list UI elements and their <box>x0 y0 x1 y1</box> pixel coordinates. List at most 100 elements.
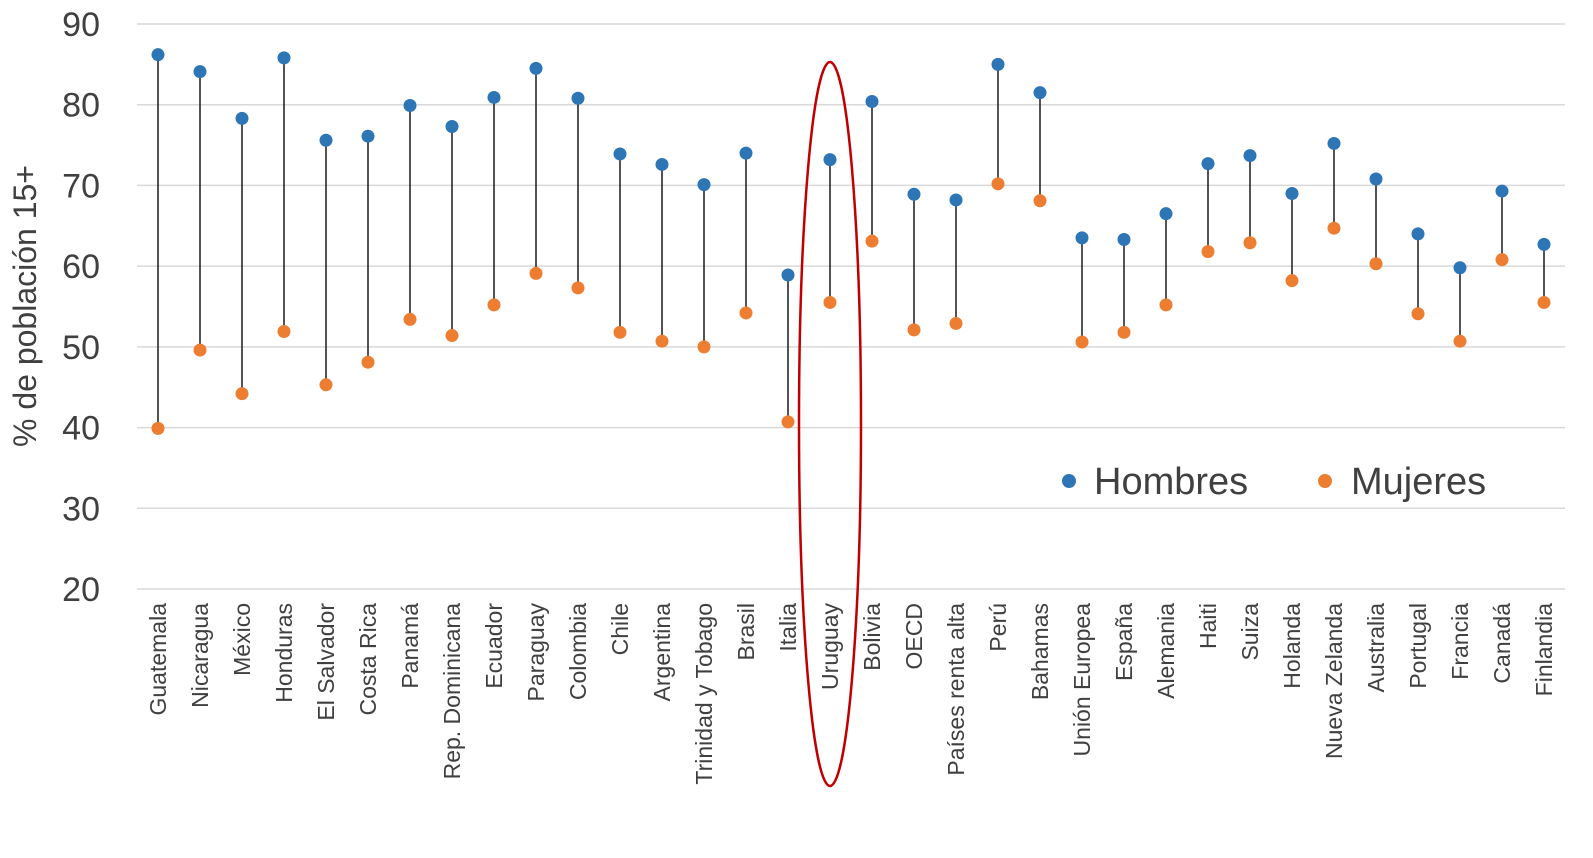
x-tick-label: Nicaragua <box>187 603 213 708</box>
x-tick-label: Nueva Zelanda <box>1321 603 1347 759</box>
mujeres-point <box>193 343 207 357</box>
y-axis: 20 30 40 50 60 70 80 90 <box>62 6 100 609</box>
x-tick-label: El Salvador <box>313 603 339 721</box>
hombres-point <box>823 153 837 167</box>
x-tick-label: Bahamas <box>1027 603 1053 700</box>
gridlines <box>137 23 1565 590</box>
mujeres-point <box>613 325 627 339</box>
hombres-point <box>445 120 459 134</box>
x-tick-label: Canadá <box>1489 603 1515 684</box>
data-points <box>151 48 1551 435</box>
y-tick-label: 50 <box>62 329 100 367</box>
hombres-point <box>1117 233 1131 247</box>
range-connectors <box>157 54 1545 429</box>
y-tick-label: 60 <box>62 248 100 286</box>
hombres-point <box>865 94 879 108</box>
mujeres-point <box>361 355 375 369</box>
mujeres-point <box>1537 295 1551 309</box>
x-tick-label: Finlandia <box>1531 603 1557 697</box>
y-tick-label: 20 <box>62 571 100 609</box>
x-tick-label: Haiti <box>1195 603 1221 649</box>
x-tick-label: España <box>1111 603 1137 681</box>
hombres-point <box>1453 261 1467 275</box>
x-tick-label: Brasil <box>733 603 759 661</box>
x-tick-label: Guatemala <box>145 603 171 716</box>
mujeres-point <box>655 334 669 348</box>
x-tick-label: Ecuador <box>481 603 507 689</box>
hombres-point <box>1411 227 1425 241</box>
hombres-point <box>949 193 963 207</box>
x-tick-label: Paraguay <box>523 603 549 702</box>
x-tick-label: Argentina <box>649 603 675 702</box>
mujeres-point <box>571 281 585 295</box>
mujeres-point <box>445 329 459 343</box>
x-axis-labels: Guatemala Nicaragua México Honduras El Salva… <box>145 603 1557 785</box>
hombres-point <box>529 61 543 75</box>
highlight-ellipse <box>797 60 863 788</box>
y-tick-label: 90 <box>62 6 100 44</box>
mujeres-point <box>781 415 795 429</box>
hombres-point <box>991 57 1005 71</box>
x-tick-label: Holanda <box>1279 603 1305 689</box>
mujeres-point <box>949 316 963 330</box>
x-tick-label: Rep. Dominicana <box>439 603 465 780</box>
x-tick-label: Francia <box>1447 603 1473 680</box>
x-tick-label: Portugal <box>1405 603 1431 689</box>
mujeres-point <box>1411 307 1425 321</box>
y-tick-label: 70 <box>62 167 100 205</box>
mujeres-point <box>991 177 1005 191</box>
mujeres-point <box>277 325 291 339</box>
mujeres-point <box>235 387 249 401</box>
hombres-point <box>613 147 627 161</box>
mujeres-point <box>1159 298 1173 312</box>
hombres-point <box>907 187 921 201</box>
mujeres-point <box>1243 236 1257 250</box>
x-tick-label: Panamá <box>397 603 423 689</box>
x-tick-label: Colombia <box>565 603 591 700</box>
hombres-point <box>655 157 669 171</box>
hombres-point <box>1285 187 1299 200</box>
mujeres-point <box>697 340 711 354</box>
x-tick-label: Perú <box>985 603 1011 652</box>
hombres-point <box>739 146 753 160</box>
mujeres-point <box>1075 335 1089 349</box>
mujeres-point <box>1495 253 1509 267</box>
x-tick-label: Australia <box>1363 603 1389 693</box>
x-tick-label: Costa Rica <box>355 603 381 716</box>
x-tick-label: Italia <box>775 603 801 652</box>
x-tick-label: Uruguay <box>817 603 843 690</box>
legend: Hombres Mujeres <box>1062 461 1486 503</box>
hombres-point <box>781 268 795 282</box>
hombres-point <box>1495 184 1509 198</box>
mujeres-point <box>1201 245 1215 259</box>
hombres-point <box>1327 136 1341 150</box>
y-tick-label: 40 <box>62 410 100 448</box>
hombres-point <box>403 99 417 113</box>
hombres-point <box>277 51 291 65</box>
hombres-point <box>487 90 501 104</box>
mujeres-point <box>151 421 165 435</box>
hombres-point <box>1369 172 1383 186</box>
legend-hombres-marker <box>1062 474 1076 488</box>
y-tick-label: 80 <box>62 87 100 125</box>
mujeres-point <box>403 312 417 326</box>
hombres-point <box>1537 237 1551 251</box>
mujeres-point <box>865 234 879 248</box>
mujeres-point <box>1327 221 1341 235</box>
hombres-point <box>1243 149 1257 163</box>
mujeres-point <box>1033 194 1047 208</box>
hombres-point <box>193 65 207 79</box>
x-tick-label: OECD <box>901 603 927 669</box>
x-tick-label: Alemania <box>1153 603 1179 699</box>
hombres-point <box>571 91 585 105</box>
hombres-point <box>319 133 333 147</box>
mujeres-point <box>529 266 543 280</box>
mujeres-point <box>1117 325 1131 339</box>
hombres-point <box>151 48 165 62</box>
hombres-point <box>1033 86 1047 100</box>
x-tick-label: México <box>229 603 255 676</box>
legend-hombres-label: Hombres <box>1094 461 1248 503</box>
mujeres-point <box>487 298 501 312</box>
hombres-point <box>1201 157 1215 171</box>
